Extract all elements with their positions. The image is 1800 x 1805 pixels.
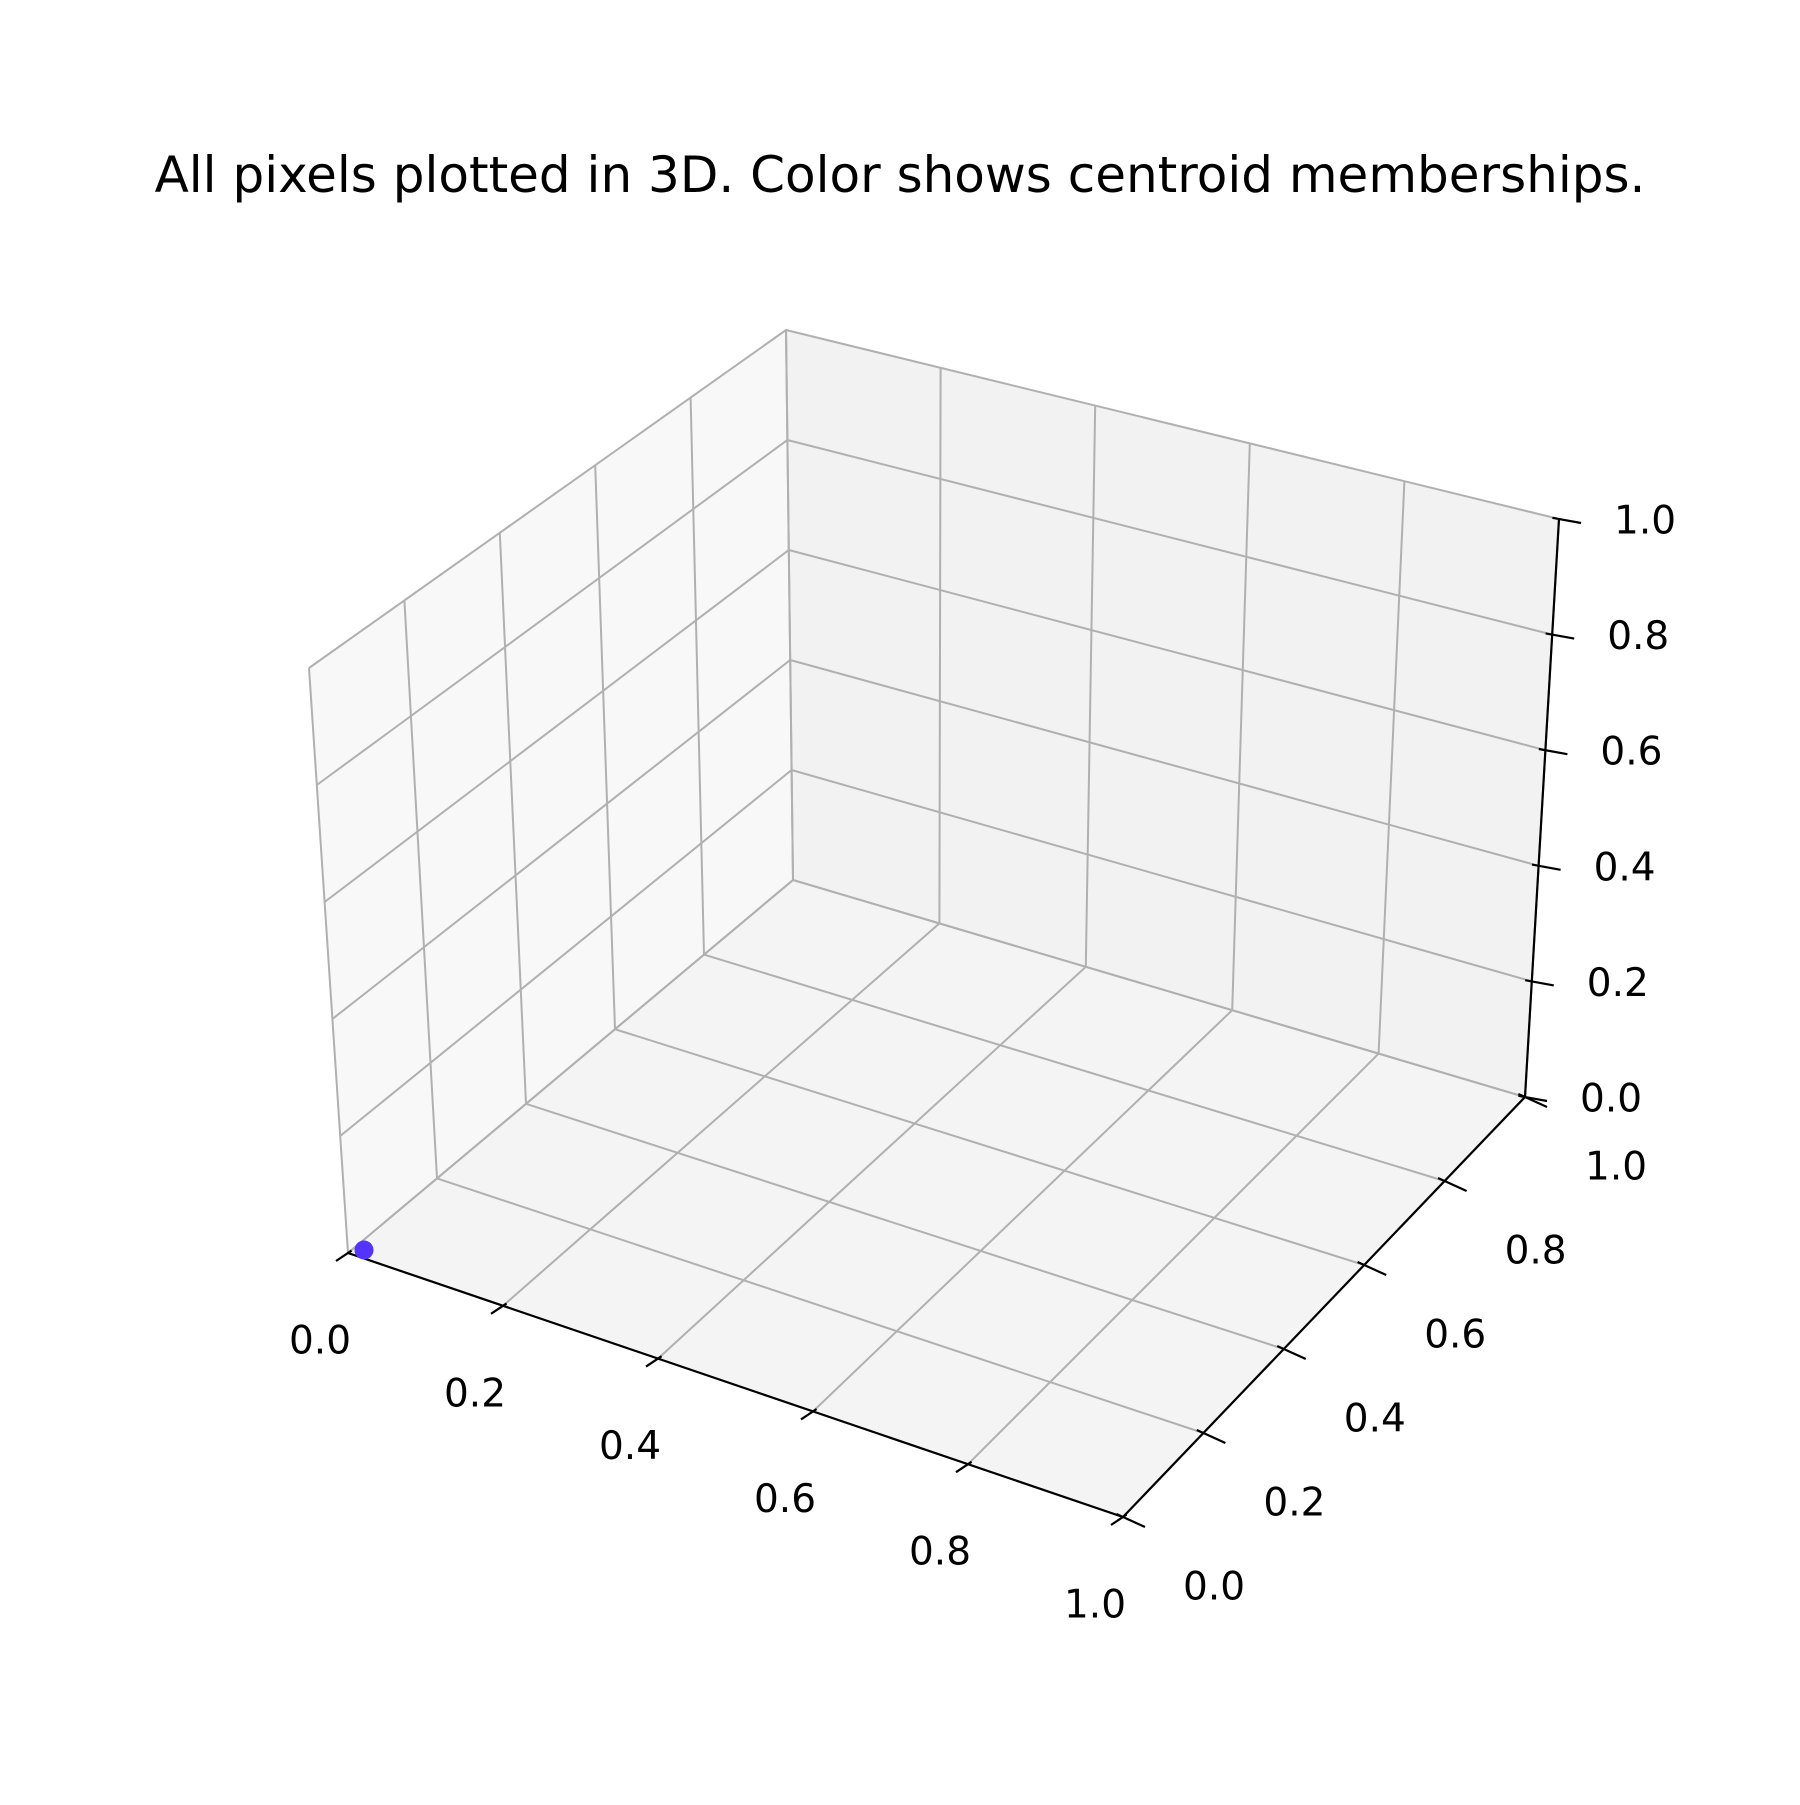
pane-back (786, 330, 1559, 1097)
grid-line-z-2 (331, 658, 1539, 1020)
chart-title: All pixels plotted in 3D. Color shows ce… (154, 146, 1646, 204)
x-tick-label-0: 0.0 (289, 1319, 351, 1364)
x-tick-2 (645, 1355, 663, 1368)
z-tick-3 (1538, 747, 1568, 756)
grid-line-z-5 (308, 328, 1560, 669)
x-tick-label-4: 0.8 (909, 1530, 971, 1575)
y-tick-2 (1276, 1344, 1307, 1361)
y-tick-label-1: 0.2 (1263, 1481, 1325, 1526)
z-tick-5 (1552, 516, 1582, 525)
z-tick-label-2: 0.4 (1594, 845, 1656, 890)
y-tick-label-5: 1.0 (1585, 1145, 1647, 1190)
grid-line-z-3 (323, 548, 1546, 903)
y-tick-label-3: 0.6 (1424, 1313, 1486, 1358)
x-tick-label-2: 0.4 (599, 1424, 661, 1469)
z-axis-line (1523, 518, 1561, 1098)
grid-line-z-4 (316, 438, 1553, 786)
y-tick-1 (1196, 1428, 1226, 1445)
x-tick-3 (800, 1408, 818, 1421)
scatter-points (354, 1240, 374, 1260)
x-tick-label-5: 1.0 (1064, 1583, 1126, 1628)
axes-panes (309, 330, 1559, 1517)
axes-ticks: 0.0 0.2 0.4 0.6 0.8 1.0 0.0 0.2 0.4 0.6 0.8 1.0 0.0 0… (289, 499, 1676, 1628)
scatter-point-0 (354, 1240, 374, 1260)
x-tick-label-3: 0.6 (754, 1477, 816, 1522)
z-tick-1 (1525, 979, 1554, 987)
y-axis-line (1122, 1096, 1526, 1518)
z-tick-2 (1531, 863, 1561, 871)
pane-floor (348, 880, 1525, 1517)
z-tick-label-5: 1.0 (1614, 499, 1676, 544)
z-tick-4 (1545, 632, 1575, 640)
y-tick-label-4: 0.8 (1505, 1229, 1567, 1274)
y-tick-label-0: 0.0 (1183, 1565, 1245, 1610)
pane-left (309, 330, 793, 1253)
z-tick-label-3: 0.6 (1600, 730, 1662, 775)
y-tick-label-2: 0.4 (1344, 1397, 1406, 1442)
y-tick-4 (1437, 1176, 1468, 1193)
y-tick-3 (1357, 1260, 1387, 1277)
x-tick-0 (335, 1249, 353, 1262)
z-tick-label-1: 0.2 (1587, 961, 1649, 1006)
x-tick-4 (955, 1460, 973, 1474)
z-tick-0 (1518, 1094, 1548, 1103)
grid-line-z-1 (339, 768, 1533, 1137)
z-tick-label-0: 0.0 (1580, 1077, 1642, 1122)
x-tick-1 (490, 1302, 508, 1315)
z-tick-label-4: 0.8 (1607, 614, 1669, 659)
axes-lines (347, 518, 1561, 1519)
grid-line-z-0 (347, 878, 1526, 1254)
x-tick-label-1: 0.2 (444, 1371, 506, 1416)
y-tick-0 (1115, 1512, 1146, 1529)
x-axis-line (347, 1251, 1124, 1519)
